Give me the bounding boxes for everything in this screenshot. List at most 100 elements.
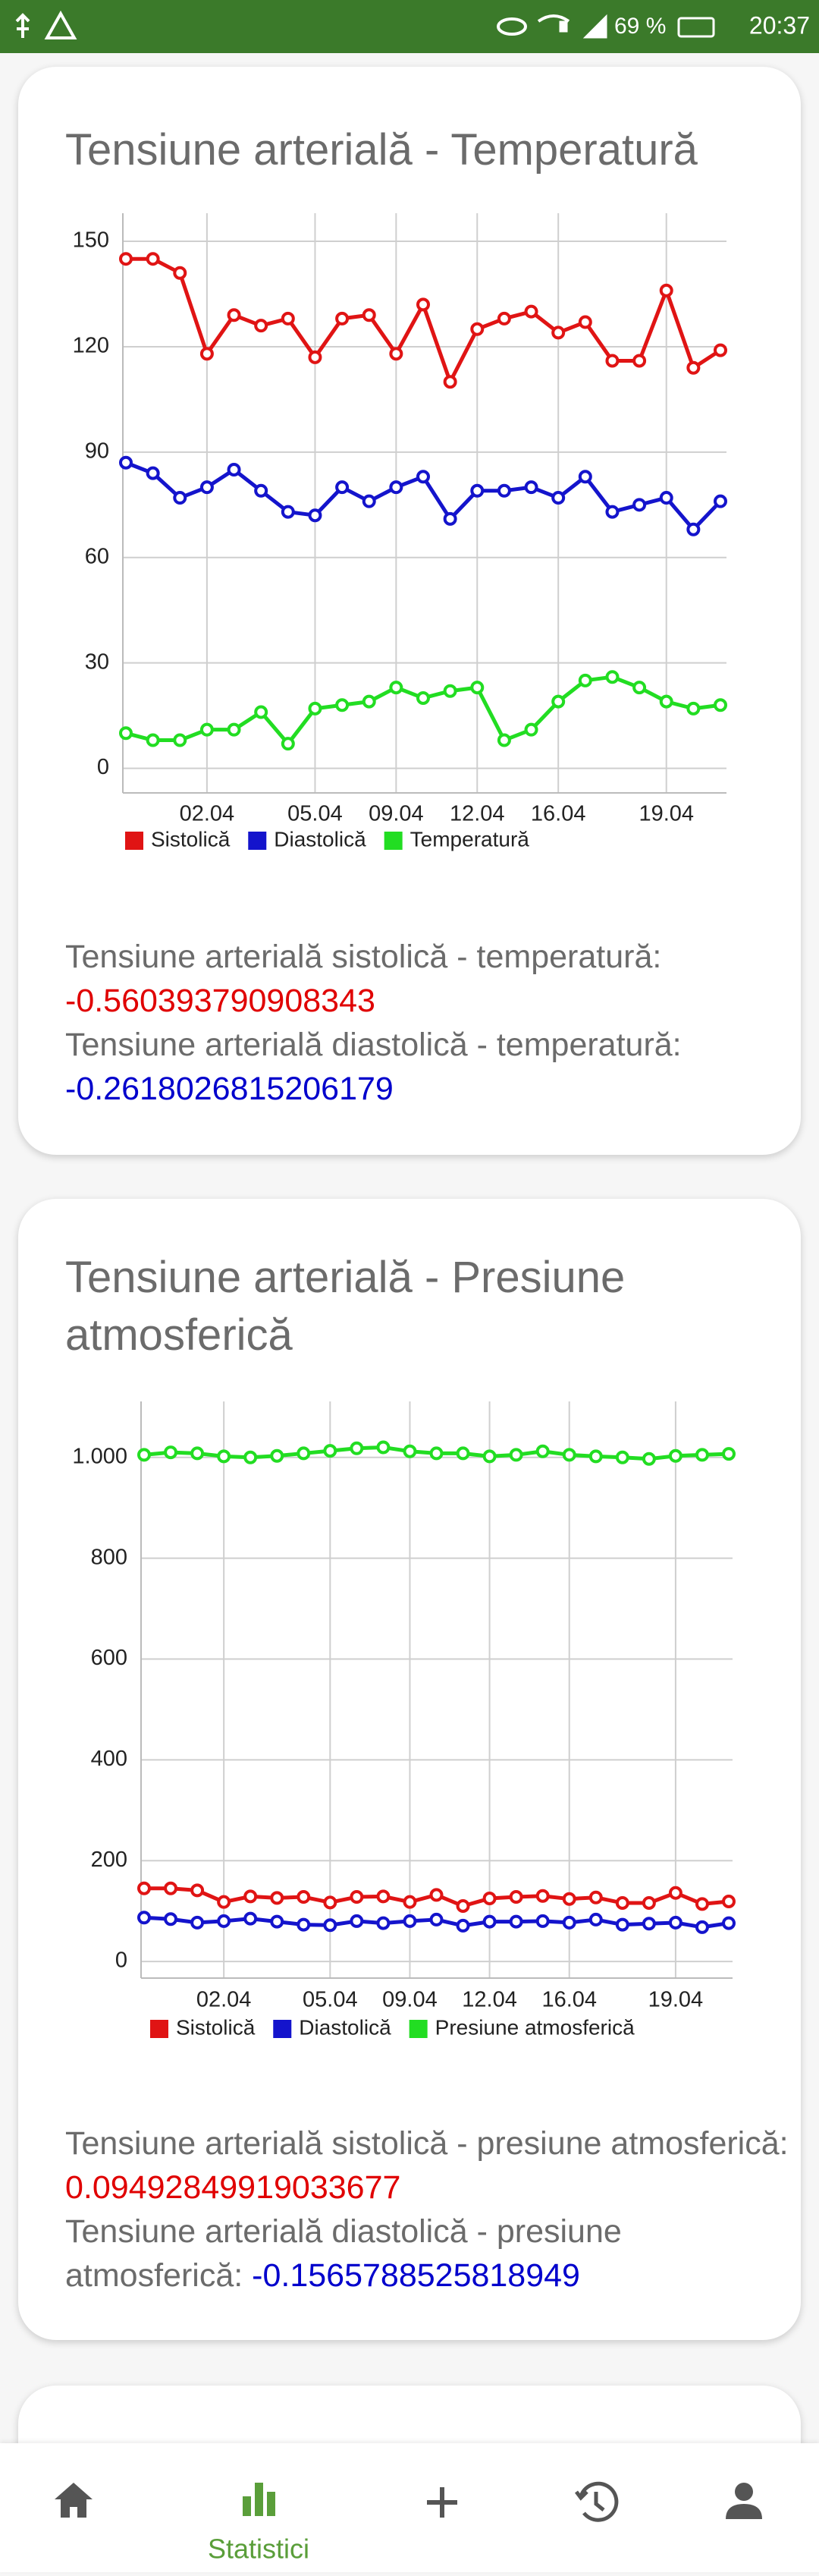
battery-text: 69 %: [614, 14, 666, 39]
data-point: [524, 722, 538, 737]
profile-button[interactable]: [726, 2483, 762, 2519]
data-point: [362, 694, 376, 709]
nav-icons: Statistici: [55, 2481, 762, 2565]
data-point: [403, 1444, 417, 1458]
data-point: [297, 1917, 311, 1932]
data-point: [668, 1886, 682, 1900]
y-tick-label: 60: [85, 544, 109, 568]
data-point: [605, 670, 620, 684]
x-tick-label: 02.04: [180, 802, 235, 826]
data-point: [497, 311, 511, 326]
battery-icon: [677, 17, 715, 38]
history-button[interactable]: [575, 2481, 619, 2522]
correlation: Tensiune arterială sistolică - temperatu…: [65, 935, 793, 1023]
data-point: [659, 694, 673, 709]
data-point: [578, 470, 592, 484]
data-point: [254, 483, 268, 498]
data-point: [659, 283, 673, 297]
card: [18, 67, 801, 1155]
wifi-icon: [537, 14, 570, 23]
data-point: [686, 701, 701, 716]
data-point: [535, 1444, 550, 1458]
data-point: [323, 1918, 337, 1933]
data-point: [217, 1449, 231, 1464]
data-point: [164, 1445, 178, 1460]
data-point: [632, 681, 647, 695]
home-button[interactable]: [55, 2483, 93, 2518]
add-button[interactable]: [427, 2487, 457, 2518]
legend-label: Diastolică: [274, 827, 366, 851]
data-point: [297, 1890, 311, 1904]
y-tick-label: 200: [91, 1848, 127, 1872]
stats-button[interactable]: [243, 2483, 275, 2516]
data-point: [119, 252, 133, 266]
legend-label: Presiune atmosferică: [435, 2015, 635, 2039]
data-point: [588, 1890, 603, 1904]
y-tick-label: 600: [91, 1646, 127, 1670]
correlation-label: Tensiune arterială sistolică - presiune …: [65, 2125, 789, 2162]
correlation-label: Tensiune arterială diastolică - presiune…: [65, 2213, 622, 2294]
x-tick-label: 05.04: [287, 802, 343, 826]
data-point: [217, 1895, 231, 1909]
data-point: [722, 1447, 736, 1461]
data-point: [243, 1911, 258, 1926]
data-point: [615, 1917, 629, 1932]
data-point: [668, 1448, 682, 1463]
correlations: Tensiune arterială sistolică - presiune …: [65, 2122, 793, 2298]
data-point: [562, 1892, 576, 1906]
data-point: [119, 726, 133, 741]
data-point: [456, 1899, 470, 1913]
data-point: [578, 315, 592, 329]
y-tick-label: 800: [91, 1545, 127, 1569]
data-point: [119, 455, 133, 470]
data-point: [695, 1897, 709, 1911]
legend-swatch: [384, 832, 403, 850]
data-point: [403, 1914, 417, 1928]
data-point: [335, 480, 350, 495]
y-tick-label: 0: [115, 1949, 127, 1973]
x-tick-label: 16.04: [531, 802, 586, 826]
y-tick-label: 1.000: [72, 1444, 127, 1468]
data-point: [389, 480, 403, 495]
x-tick-label: 09.04: [382, 1988, 438, 2012]
data-point: [227, 722, 241, 737]
data-point: [615, 1896, 629, 1911]
data-point: [659, 491, 673, 505]
data-point: [362, 308, 376, 322]
x-tick-label: 12.04: [462, 1988, 517, 2012]
nav-label[interactable]: Statistici: [208, 2534, 309, 2565]
legend-label: Diastolică: [299, 2015, 391, 2039]
data-point: [482, 1892, 497, 1906]
data-point: [137, 1911, 151, 1925]
data-point: [137, 1881, 151, 1895]
data-point: [456, 1918, 470, 1933]
x-tick-label: 09.04: [369, 802, 424, 826]
data-point: [429, 1446, 444, 1461]
x-tick-label: 19.04: [639, 802, 694, 826]
data-point: [695, 1448, 709, 1462]
mute-icon: [559, 20, 568, 33]
data-point: [376, 1889, 391, 1904]
usb-icon: [15, 13, 30, 38]
data-point: [722, 1916, 736, 1930]
data-point: [281, 311, 295, 326]
correlation: Tensiune arterială diastolică - presiune…: [65, 2210, 793, 2298]
data-point: [389, 681, 403, 695]
data-point: [578, 673, 592, 687]
data-point: [443, 375, 457, 389]
legend-swatch: [125, 832, 143, 850]
correlation-value: 0.09492849919033677: [65, 2169, 401, 2206]
data-point: [686, 360, 701, 375]
x-tick-label: 19.04: [648, 1988, 704, 2012]
y-tick-label: 0: [97, 755, 109, 779]
data-point: [389, 347, 403, 361]
y-tick-label: 150: [73, 228, 109, 253]
data-point: [199, 480, 214, 495]
data-point: [227, 308, 241, 322]
data-point: [470, 483, 485, 498]
data-point: [227, 463, 241, 477]
data-point: [429, 1912, 444, 1926]
data-point: [243, 1450, 258, 1464]
data-point: [308, 350, 322, 364]
